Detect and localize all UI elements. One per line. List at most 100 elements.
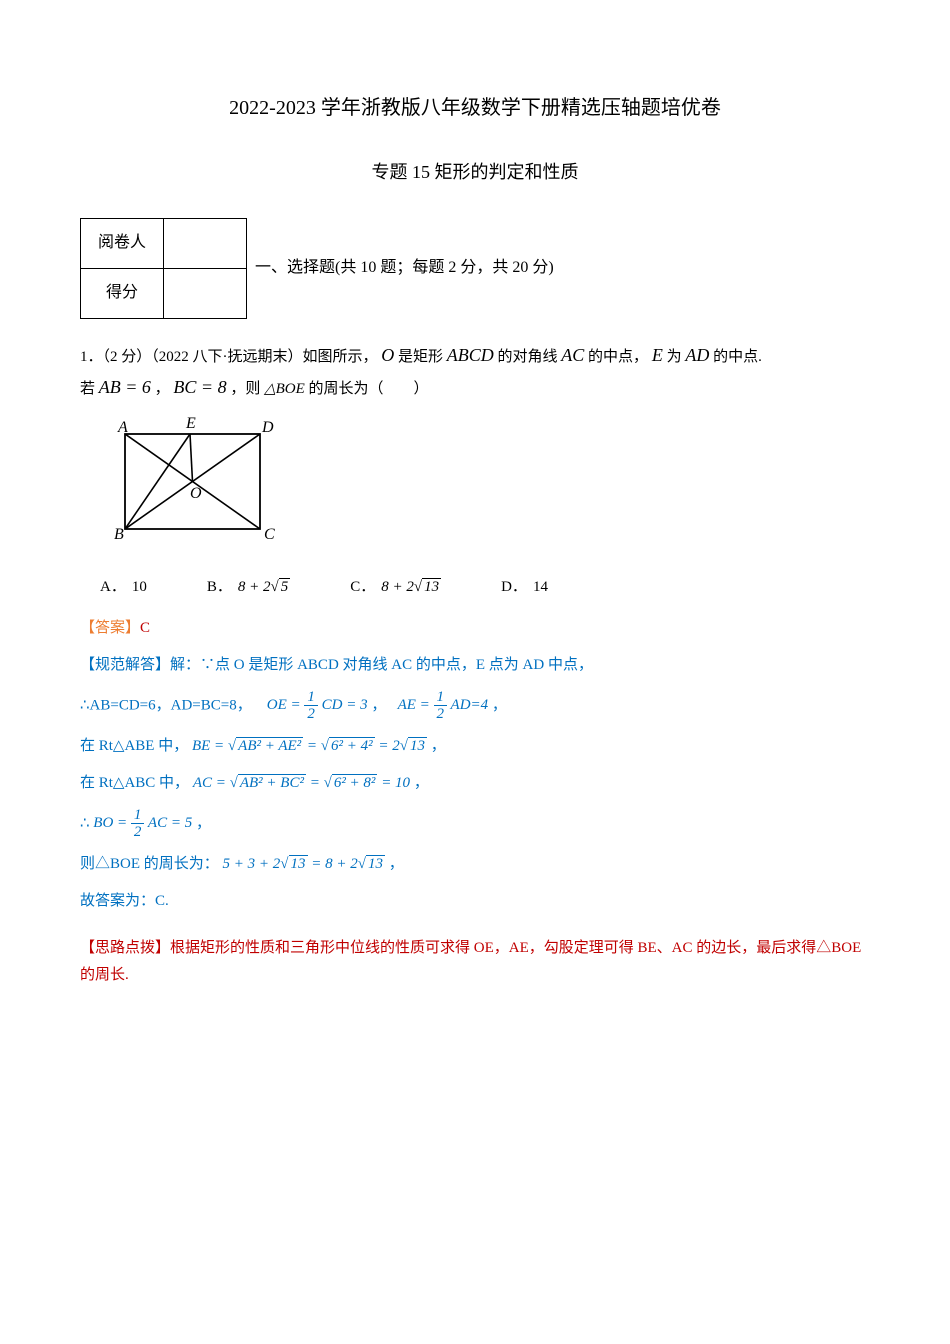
q1-mid1: 是矩形 — [398, 349, 447, 365]
fig-label-E: E — [185, 415, 196, 432]
q1-mid2: 的对角线 — [498, 349, 562, 365]
line-oe — [190, 434, 193, 482]
p6-r2: 13 — [366, 855, 385, 872]
p4-end: ， — [414, 775, 429, 791]
option-B: B． 8 + 2√5 — [207, 574, 290, 601]
hint-text: 根据矩形的性质和三角形中位线的性质可求得 OE，AE，勾股定理可得 BE、AC … — [80, 940, 861, 983]
p6-end: ， — [389, 856, 404, 872]
opt-C-rad: 13 — [422, 578, 441, 595]
q1-AB6: AB = 6 — [99, 377, 151, 397]
explain-label: 【规范解答】 — [80, 657, 170, 673]
p4-ac: AC = — [193, 775, 226, 791]
frac-den-2: 2 — [434, 706, 448, 723]
q1-O: O — [381, 345, 394, 365]
explain-p2: ∴AB=CD=6，AD=BC=8， OE = 12 CD = 3 ， AE = … — [80, 689, 870, 723]
p4-pre: 在 Rt△ABC 中， — [80, 775, 189, 791]
option-A: A． 10 — [100, 574, 147, 601]
p6-r1: 13 — [289, 855, 308, 872]
grader-blank-1 — [164, 219, 247, 269]
page-title: 2022-2023 学年浙教版八年级数学下册精选压轴题培优卷 — [80, 90, 870, 126]
option-C: C． 8 + 2√13 — [350, 574, 441, 601]
section-heading: 一、选择题(共 10 题；每题 2 分，共 20 分) — [255, 254, 554, 283]
hint-label: 【思路点拨】 — [80, 940, 170, 956]
rectangle-diagram: A D B C E O — [100, 414, 280, 554]
opt-B-pre: 8 + 2 — [238, 579, 271, 595]
frac-den-1: 2 — [304, 706, 318, 723]
frac-num-2: 1 — [434, 689, 448, 707]
p2-ae-lhs: AE = — [398, 697, 430, 713]
section-header-row: 阅卷人 得分 一、选择题(共 10 题；每题 2 分，共 20 分) — [80, 218, 870, 319]
frac-num-1: 1 — [304, 689, 318, 707]
p4-eq1: = — [310, 775, 324, 791]
p3-r2: 6² + 4² — [329, 737, 375, 754]
p2-oe: OE = 12 CD = 3 — [267, 697, 372, 713]
p2-pre: ∴AB=CD=6，AD=BC=8， — [80, 697, 252, 713]
p4-r2: 6² + 8² — [332, 774, 378, 791]
p5-rhs: AC = 5 — [148, 815, 192, 831]
p3-eq2: = 2 — [378, 738, 399, 754]
hint-block: 【思路点拨】根据矩形的性质和三角形中位线的性质可求得 OE，AE，勾股定理可得 … — [80, 935, 870, 989]
frac-den-3: 2 — [131, 824, 145, 841]
q1-line2b: ， — [155, 381, 170, 397]
line-be — [125, 434, 190, 529]
opt-B-val: 8 + 2√5 — [238, 574, 290, 601]
p2-oe-lhs: OE = — [267, 697, 301, 713]
p5-expr: BO = 12 AC = 5 — [93, 815, 196, 831]
p4-eq2: = 10 — [381, 775, 410, 791]
p2-end: ， — [492, 697, 507, 713]
explain-p4: 在 Rt△ABC 中， AC = √AB² + BC² = √6² + 8² =… — [80, 770, 870, 797]
q1-mid5: 的中点. — [713, 349, 762, 365]
p5-end: ， — [196, 815, 211, 831]
q1-line2d: 的周长为（ ） — [309, 381, 429, 397]
page-subtitle: 专题 15 矩形的判定和性质 — [80, 156, 870, 188]
question-1: 1．（2 分）（2022 八下·抚远期末）如图所示， O 是矩形 ABCD 的对… — [80, 339, 870, 404]
answer-options: A． 10 B． 8 + 2√5 C． 8 + 2√13 D． 14 — [100, 574, 870, 601]
q1-AD: AD — [685, 345, 709, 365]
opt-B-label: B． — [207, 574, 232, 601]
question-figure: A D B C E O — [100, 414, 870, 564]
p6-expr: 5 + 3 + 2√13 = 8 + 2√13 — [223, 855, 389, 872]
fig-label-B: B — [114, 526, 124, 543]
opt-C-pre: 8 + 2 — [381, 579, 414, 595]
grader-table: 阅卷人 得分 — [80, 218, 247, 319]
opt-D-val: 14 — [533, 574, 548, 601]
grader-label-score: 得分 — [81, 269, 164, 319]
p5-pre: ∴ — [80, 815, 90, 831]
q1-AC: AC — [561, 345, 584, 365]
q1-BOE: △BOE — [264, 381, 305, 397]
p5-bo: BO = — [93, 815, 127, 831]
q1-mid4: 为 — [667, 349, 686, 365]
explain-p1: 解：∵点 O 是矩形 ABCD 对角线 AC 的中点，E 点为 AD 中点， — [170, 657, 593, 673]
frac-num-3: 1 — [131, 807, 145, 825]
q1-E: E — [652, 345, 663, 365]
q1-prefix: 1．（2 分）（2022 八下·抚远期末）如图所示， — [80, 349, 378, 365]
option-D: D． 14 — [501, 574, 548, 601]
grader-blank-2 — [164, 269, 247, 319]
p6-a: 5 + 3 + 2 — [223, 856, 281, 872]
fig-label-D: D — [261, 419, 274, 436]
p3-be: BE = — [192, 738, 224, 754]
opt-B-rad: 5 — [279, 578, 291, 595]
p2-oe-rhs: CD = 3 — [322, 697, 368, 713]
p3-eq1: = — [307, 738, 321, 754]
explain-p7: 故答案为：C. — [80, 888, 870, 915]
p2-ae-rhs: AD=4 — [451, 697, 489, 713]
explain-p3: 在 Rt△ABE 中， BE = √AB² + AE² = √6² + 4² =… — [80, 733, 870, 760]
opt-C-label: C． — [350, 574, 375, 601]
q1-line2c: ，则 — [230, 381, 264, 397]
answer-letter: C — [140, 620, 150, 636]
p3-pre: 在 Rt△ABE 中， — [80, 738, 188, 754]
opt-C-val: 8 + 2√13 — [381, 574, 441, 601]
q1-line2a: 若 — [80, 381, 99, 397]
opt-D-label: D． — [501, 574, 527, 601]
q1-ABCD: ABCD — [447, 345, 494, 365]
p6-pre: 则△BOE 的周长为： — [80, 856, 219, 872]
p3-r3: 13 — [408, 737, 427, 754]
explain-p6: 则△BOE 的周长为： 5 + 3 + 2√13 = 8 + 2√13 ， — [80, 851, 870, 878]
p4-expr: AC = √AB² + BC² = √6² + 8² = 10 — [193, 774, 414, 791]
q1-BC8: BC = 8 — [173, 377, 226, 397]
p3-r1: AB² + AE² — [236, 737, 303, 754]
answer-label: 【答案】 — [80, 620, 140, 636]
grader-label-reviewer: 阅卷人 — [81, 219, 164, 269]
p2-sep: ， — [371, 697, 386, 713]
